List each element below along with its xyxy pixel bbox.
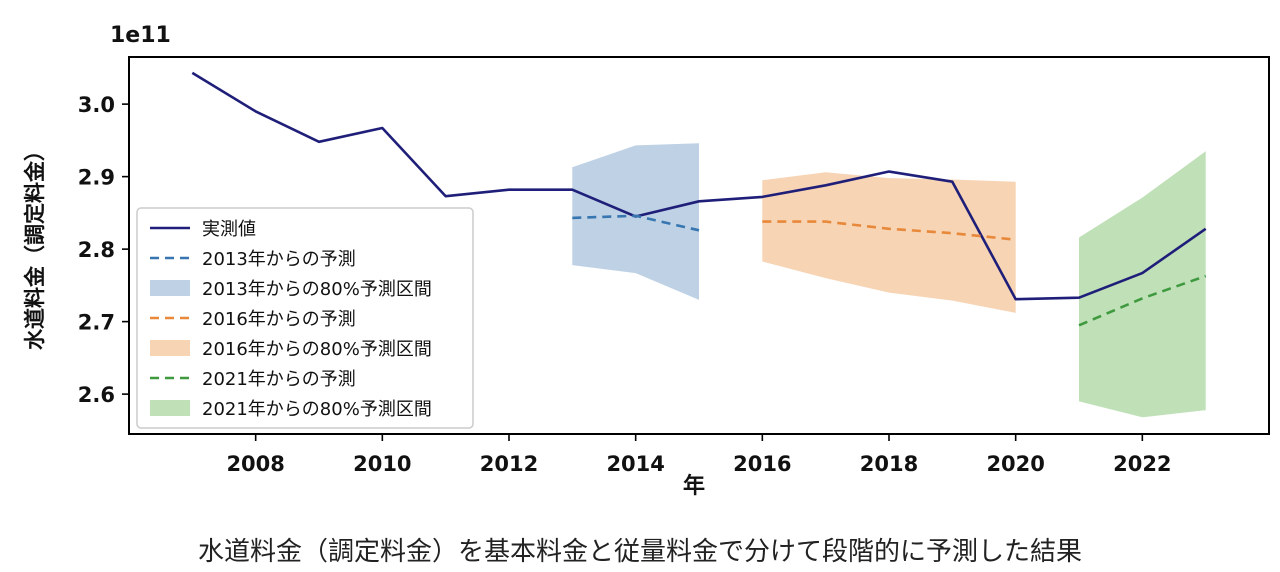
- y-tick-label: 2.9: [78, 166, 115, 190]
- prediction-band-3: [1079, 151, 1206, 418]
- forecast-line-2: [762, 220, 1016, 241]
- x-tick-label: 2020: [986, 452, 1044, 476]
- y-tick-label: 3.0: [78, 93, 115, 117]
- x-tick-label: 2016: [733, 452, 791, 476]
- forecast-chart: 1e11 2008 2010 2012 2014 2016 2018 2020 2022 2.…: [23, 23, 1270, 499]
- series-lines: [191, 71, 1207, 327]
- legend-box: [136, 207, 474, 429]
- legend-label: 2013年からの80%予測区間: [202, 279, 432, 300]
- forecast-line-3: [1078, 274, 1207, 327]
- y-tick-label: 2.7: [78, 311, 115, 335]
- legend-label: 2013年からの予測: [202, 249, 356, 270]
- x-tick-label: 2014: [606, 452, 664, 476]
- prediction-bands: [572, 143, 1206, 418]
- legend-label: 実測値: [202, 219, 256, 240]
- x-tick-label: 2022: [1113, 452, 1171, 476]
- x-tick-label: 2018: [860, 452, 918, 476]
- legend-label: 2016年からの予測: [202, 309, 356, 330]
- x-tick-label: 2012: [480, 452, 538, 476]
- y-axis: 2.6 2.7 2.8 2.9 3.0: [78, 93, 129, 407]
- prediction-band-2: [762, 172, 1016, 313]
- y-offset-label: 1e11: [110, 23, 171, 48]
- figure-caption: 水道料金（調定料金）を基本料金と従量料金で分けて段階的に予測した結果: [197, 537, 1082, 567]
- legend-label: 2021年からの80%予測区間: [202, 399, 432, 420]
- legend-swatch: [150, 340, 190, 356]
- y-tick-label: 2.8: [78, 238, 115, 262]
- legend-swatch: [150, 280, 190, 296]
- actual-series-line: [191, 71, 1207, 301]
- forecast-line-1: [572, 214, 700, 232]
- plot-frame: [128, 56, 1270, 435]
- y-axis-label: 水道料金（調定料金）: [23, 140, 47, 350]
- prediction-band-1: [572, 143, 699, 300]
- x-tick-label: 2010: [353, 452, 411, 476]
- legend-label: 2016年からの80%予測区間: [202, 339, 432, 360]
- legend: 実測値 2013年からの予測 2013年からの80%予測区間 2016年からの予測 20…: [136, 207, 474, 429]
- legend-swatch: [150, 400, 190, 416]
- x-axis: 2008 2010 2012 2014 2016 2018 2020 2022: [226, 434, 1172, 476]
- x-axis-label: 年: [683, 473, 705, 499]
- y-tick-label: 2.6: [78, 383, 115, 407]
- legend-label: 2021年からの予測: [202, 369, 356, 390]
- x-tick-label: 2008: [226, 452, 284, 476]
